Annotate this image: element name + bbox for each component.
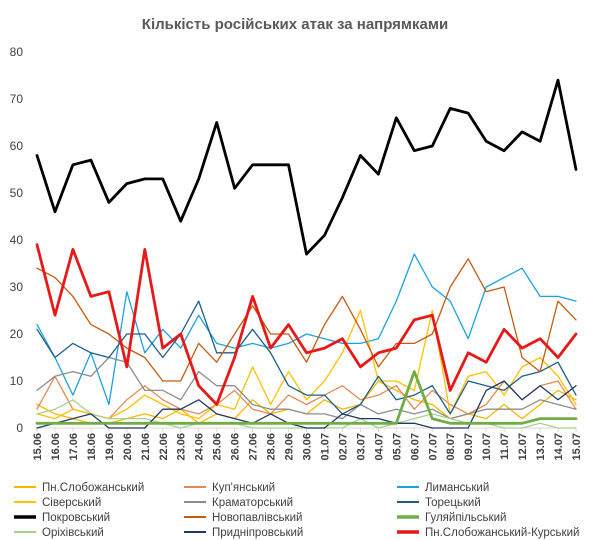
- y-tick-label: 30: [10, 280, 24, 294]
- x-tick-label: 13.07: [535, 433, 547, 461]
- y-tick-label: 40: [10, 233, 24, 247]
- legend-label: Торецький: [425, 497, 481, 509]
- series-line-2: [36, 253, 577, 406]
- series-line-1: [36, 375, 577, 420]
- x-tick-label: 05.07: [391, 433, 403, 461]
- legend-label: Придніпровський: [212, 527, 303, 539]
- y-tick-label: 20: [10, 327, 24, 341]
- x-tick-label: 20.06: [122, 433, 134, 461]
- legend-label: Сіверський: [42, 497, 101, 509]
- legend-label: Куп'янський: [212, 482, 275, 494]
- series-line-5: [36, 300, 577, 415]
- x-tick-label: 19.06: [104, 433, 116, 461]
- x-tick-label: 17.06: [68, 433, 80, 461]
- x-tick-label: 21.06: [140, 433, 152, 461]
- chart-title: Кількість російських атак за напрямками: [142, 16, 448, 33]
- x-tick-label: 15.07: [571, 433, 583, 461]
- legend-label: Новопавлівський: [212, 512, 302, 524]
- x-tick-label: 02.07: [337, 433, 349, 461]
- legend-label: Краматорський: [212, 497, 293, 509]
- series-line-10: [36, 380, 577, 429]
- y-tick-label: 80: [10, 45, 24, 59]
- x-tick-label: 18.06: [86, 433, 98, 461]
- x-tick-label: 08.07: [445, 433, 457, 461]
- x-tick-label: 04.07: [373, 433, 385, 461]
- x-tick-label: 11.07: [499, 433, 511, 460]
- x-tick-label: 25.06: [212, 433, 224, 461]
- y-tick-label: 50: [10, 186, 24, 200]
- legend-label: Гуляйпільський: [425, 512, 506, 524]
- series-line-8: [35, 370, 578, 425]
- series-line-7: [36, 258, 577, 382]
- y-tick-label: 70: [10, 92, 24, 106]
- legend-label: Лиманський: [425, 482, 489, 494]
- x-tick-label: 29.06: [284, 433, 296, 461]
- legend-label: Пн.Слобожанський-Курський: [425, 527, 579, 539]
- legend: Пн.Слобожанський Куп'янський Лиманський Сів…: [14, 482, 579, 539]
- series-line-6: [35, 78, 578, 256]
- series-layer: [35, 78, 578, 429]
- x-tick-label: 09.07: [463, 433, 475, 461]
- series-line-11: [35, 243, 578, 406]
- x-tick-label: 28.06: [266, 433, 278, 461]
- x-tick-label: 07.07: [427, 433, 439, 461]
- x-tick-label: 14.07: [553, 433, 565, 461]
- x-tick-label: 15.06: [32, 433, 44, 461]
- x-tick-label: 03.07: [355, 433, 367, 461]
- axes: 0 10 20 30 40 50 60 70 80 15.06 16.06 17.06 18.06 19.…: [10, 45, 583, 461]
- x-tick-label: 10.07: [481, 433, 493, 461]
- x-tick-label: 30.06: [302, 433, 314, 461]
- y-tick-label: 60: [10, 139, 24, 153]
- x-tick-label: 22.06: [158, 433, 170, 461]
- x-tick-label: 27.06: [248, 433, 260, 461]
- legend-label: Покровський: [42, 512, 110, 524]
- x-tick-label: 16.06: [50, 433, 62, 461]
- x-tick-label: 06.07: [409, 433, 421, 461]
- legend-label: Оріхівський: [42, 527, 104, 539]
- x-tick-label: 24.06: [194, 433, 206, 461]
- x-tick-label: 01.07: [319, 433, 331, 461]
- series-line-3: [36, 309, 577, 420]
- legend-label: Пн.Слобожанський: [42, 482, 144, 494]
- y-tick-label: 10: [10, 374, 24, 388]
- x-tick-label: 26.06: [230, 433, 242, 461]
- x-tick-label: 12.07: [517, 433, 529, 461]
- x-tick-label: 23.06: [176, 433, 188, 461]
- y-tick-label: 0: [16, 421, 23, 435]
